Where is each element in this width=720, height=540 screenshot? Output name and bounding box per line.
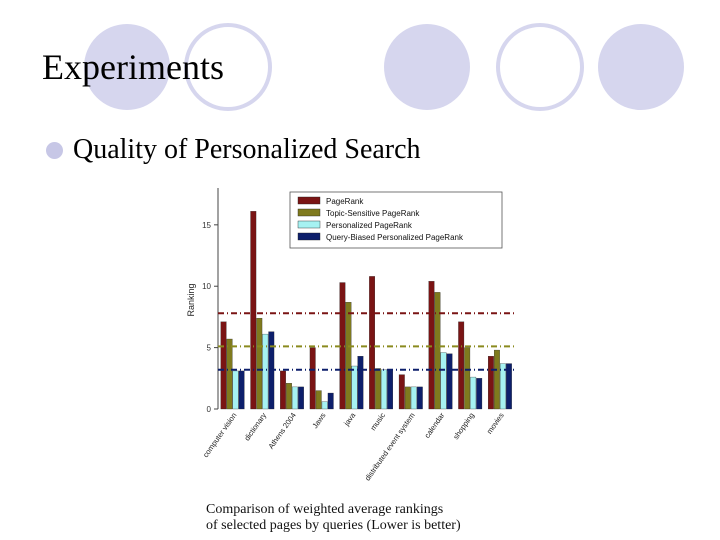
x-tick-label: Athens 2004 (266, 411, 298, 451)
bar (458, 321, 465, 410)
bar (321, 401, 328, 410)
bar (428, 281, 435, 410)
bar (315, 390, 322, 410)
bar (262, 333, 269, 410)
bar (434, 292, 441, 410)
x-tick-label: music (368, 411, 387, 432)
legend-entry: Topic-Sensitive PageRank (326, 209, 420, 218)
decor-circle-1 (84, 24, 170, 110)
bar (398, 374, 405, 410)
x-tick-label: Jaws (310, 411, 327, 430)
legend-box (289, 191, 503, 249)
x-tick-label: computer vision (201, 411, 239, 459)
bar (256, 317, 263, 410)
chart-caption: Comparison of weighted average rankings … (206, 502, 461, 534)
caption-line-1: Comparison of weighted average rankings (206, 502, 444, 517)
bar (280, 370, 286, 410)
bar (387, 369, 394, 410)
bar (446, 353, 453, 410)
x-tick-label: java (341, 410, 357, 428)
bar (220, 321, 227, 410)
legend-swatch (297, 196, 321, 205)
bar (493, 349, 500, 410)
bar (476, 378, 483, 410)
ranking-bar-chart: 0 5 10 15 Ranking computer vision dictionaryAt… (186, 188, 515, 482)
bar (298, 386, 304, 410)
bar (357, 356, 364, 410)
bar (226, 338, 233, 410)
bar (327, 392, 334, 410)
bar (351, 365, 358, 410)
bar (499, 363, 506, 410)
bar (470, 376, 477, 410)
legend-swatch (297, 232, 321, 241)
caption-line-2: of selected pages by queries (Lower is b… (206, 518, 461, 533)
y-tick-label: 0 (207, 405, 212, 414)
x-tick-label: calendar (423, 411, 447, 440)
bar (238, 370, 245, 410)
bar (381, 369, 388, 410)
decor-ring-2 (496, 23, 584, 111)
bar (286, 383, 292, 410)
bar (505, 363, 512, 410)
bullet-dot-icon (46, 141, 63, 159)
bar (404, 386, 411, 410)
bar (410, 386, 417, 410)
bar (464, 347, 471, 410)
legend-entry: Personalized PageRank (326, 221, 413, 230)
bullet-item: Quality of Personalized Search (46, 134, 421, 166)
bar (369, 276, 376, 410)
decor-ring-1 (184, 23, 272, 111)
y-axis-label: Ranking (186, 283, 196, 316)
x-tick-label: shopping (451, 411, 476, 441)
bar (345, 302, 352, 410)
bar (375, 368, 382, 410)
y-tick-label: 15 (202, 221, 211, 230)
x-tick-label: dictionary (242, 411, 268, 443)
y-tick-label: 10 (202, 282, 211, 291)
bar (250, 211, 257, 410)
legend-swatch (297, 220, 321, 229)
legend-entry: Query-Biased Personalized PageRank (326, 233, 464, 242)
bar (416, 386, 423, 410)
bullet-text: Quality of Personalized Search (73, 134, 421, 165)
bar (309, 347, 316, 410)
bar (232, 370, 239, 410)
legend-swatch (297, 208, 321, 217)
decor-circle-2 (384, 24, 470, 110)
y-tick-label: 5 (207, 344, 212, 353)
bar (487, 356, 494, 410)
bar (440, 352, 447, 410)
bar (292, 386, 298, 410)
legend-entry: PageRank (326, 197, 364, 206)
x-tick-label: movies (485, 411, 506, 436)
slide-title: Experiments (42, 47, 224, 87)
decor-circle-3 (598, 24, 684, 110)
